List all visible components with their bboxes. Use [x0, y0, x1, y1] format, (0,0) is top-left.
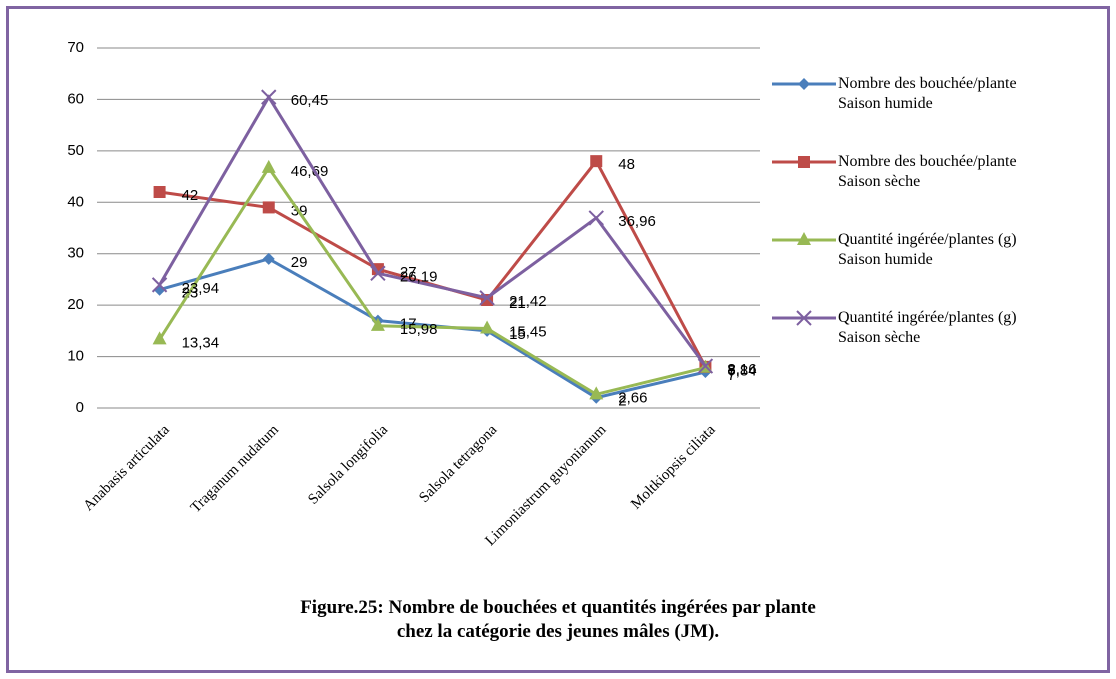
y-tick-label: 40: [67, 193, 84, 210]
marker: [261, 159, 276, 173]
data-label: 36,96: [618, 213, 656, 230]
marker: [262, 252, 275, 265]
marker: [261, 89, 277, 105]
x-tick-label: Moltkiopsis ciliata: [628, 422, 719, 513]
marker: [589, 386, 604, 400]
legend-label: Quantité ingérée/plantes (g) Saison sèch…: [838, 309, 1017, 346]
marker: [370, 317, 385, 331]
legend-label: Nombre des bouchée/plante Saison sèche: [838, 153, 1017, 190]
marker: [262, 201, 275, 214]
marker: [480, 320, 495, 334]
marker: [152, 331, 167, 345]
data-label: 15: [509, 326, 526, 343]
data-label: 7: [727, 367, 735, 384]
data-label: 2,66: [618, 389, 647, 406]
marker: [797, 232, 811, 245]
data-label: 26,19: [400, 268, 438, 285]
data-label: 7,84: [727, 363, 756, 380]
data-label: 60,45: [291, 92, 329, 109]
x-tick-label: Salsola longifolia: [305, 422, 391, 508]
x-tick-label: Salsola tetragona: [416, 422, 500, 506]
marker: [798, 78, 810, 90]
data-label: 17: [400, 316, 417, 333]
data-label: 2: [618, 393, 626, 410]
x-tick-label: Traganum nudatum: [188, 422, 283, 517]
y-tick-label: 50: [67, 142, 84, 159]
data-label: 42: [182, 187, 199, 204]
data-label: 23,94: [182, 280, 220, 297]
marker: [798, 156, 810, 168]
data-label: 29: [291, 254, 308, 271]
data-label: 15,45: [509, 324, 547, 341]
marker: [590, 155, 603, 168]
y-tick-label: 10: [67, 348, 84, 365]
y-tick-label: 0: [76, 399, 84, 416]
legend-label: Nombre des bouchée/plante Saison humide: [838, 75, 1017, 112]
legend-label: Quantité ingérée/plantes (g) Saison humi…: [838, 231, 1017, 268]
data-label: 8,16: [727, 361, 756, 378]
data-label: 13,34: [182, 334, 220, 351]
x-tick-label: Anabasis articulata: [81, 422, 174, 515]
y-tick-label: 30: [67, 245, 84, 262]
marker: [796, 310, 812, 326]
series-line: [158, 165, 706, 396]
marker: [153, 186, 166, 198]
marker: [151, 277, 168, 293]
frame: [6, 6, 1110, 673]
y-tick-label: 70: [67, 39, 84, 56]
series-line: [158, 94, 707, 367]
y-tick-label: 60: [67, 90, 84, 107]
data-label: 21,42: [509, 293, 547, 310]
x-tick-label: Limoniastrum guyonianum: [482, 422, 609, 549]
marker: [479, 290, 495, 306]
data-label: 8: [727, 362, 735, 379]
caption: Figure.25: Nombre de bouchées et quantit…: [300, 597, 816, 642]
marker: [697, 358, 714, 374]
marker: [588, 210, 604, 226]
data-label: 21: [509, 295, 526, 312]
data-label: 15,98: [400, 321, 438, 338]
data-label: 48: [618, 156, 635, 173]
data-label: 27: [400, 264, 417, 281]
y-tick-label: 20: [67, 296, 84, 313]
marker: [370, 265, 386, 282]
